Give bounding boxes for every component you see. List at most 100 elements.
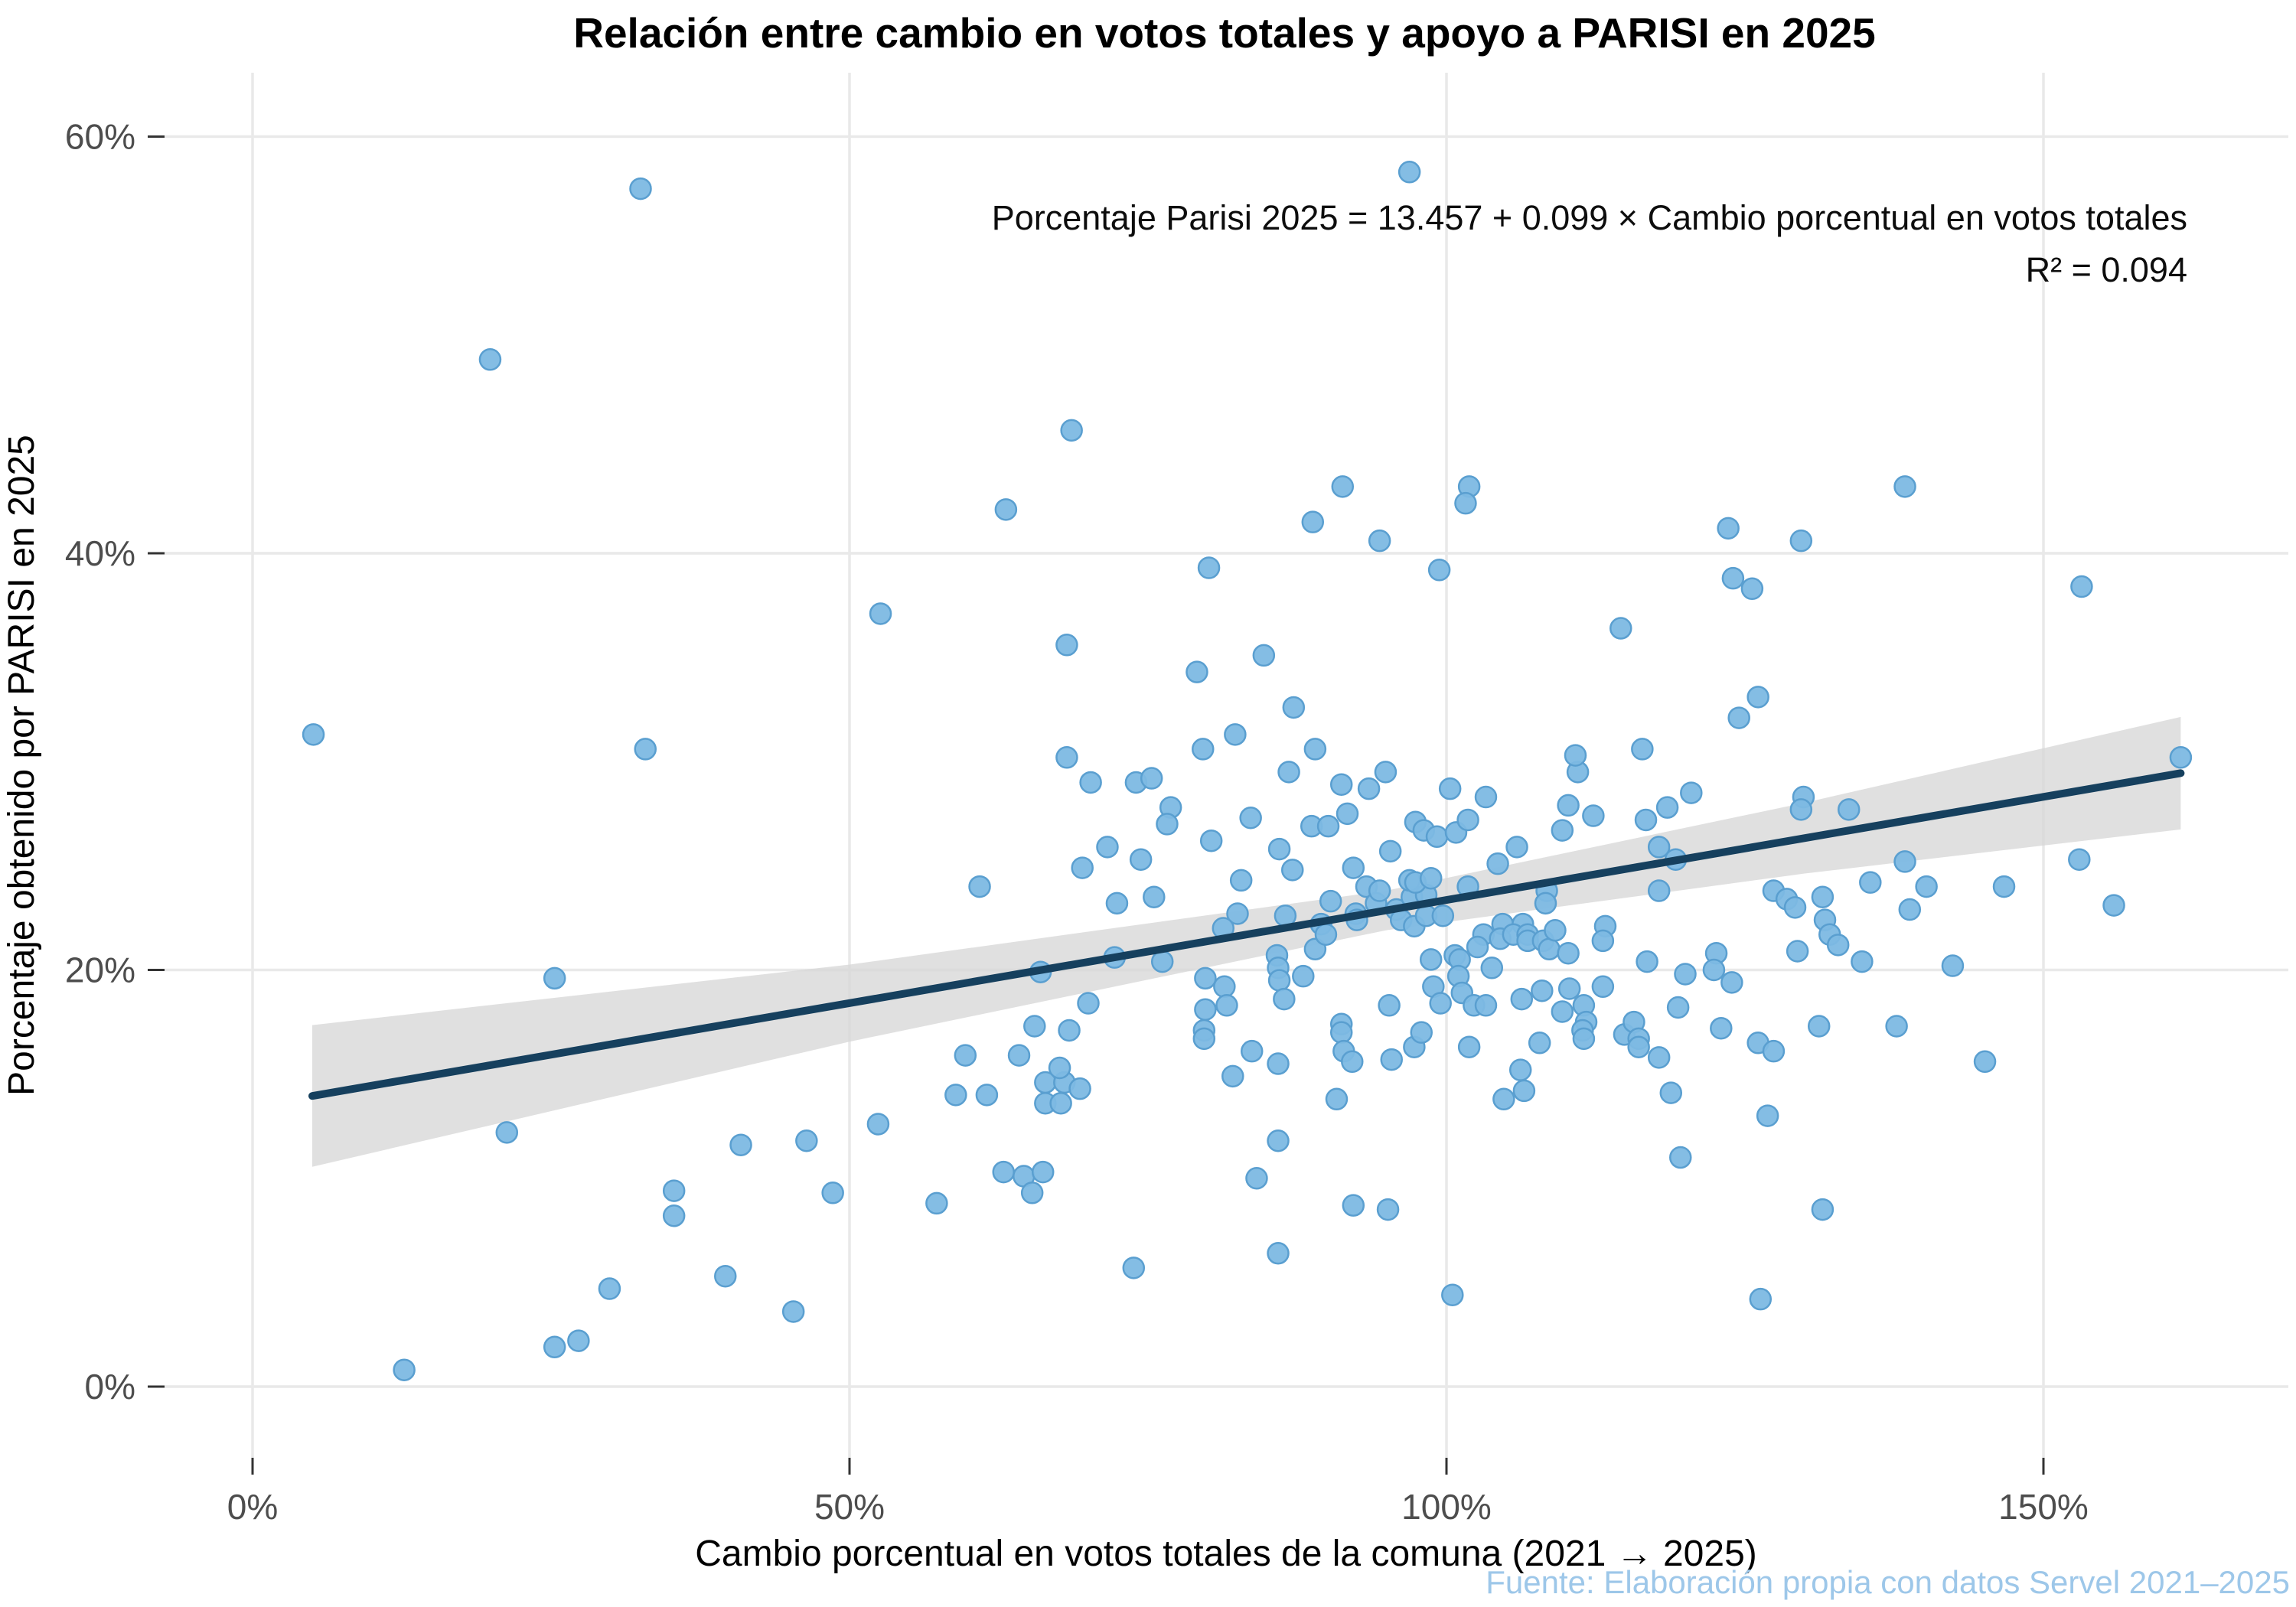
data-point [1811,1198,1835,1221]
data-point [1528,1032,1551,1054]
chart-title: Relación entre cambio en votos totales y… [573,9,1875,57]
data-point [1582,804,1605,827]
data-point [1740,577,1764,601]
data-point [1273,987,1296,1011]
data-point [992,1160,1015,1184]
data-point [1441,1283,1464,1306]
data-point [1807,1015,1831,1038]
data-point [1049,1091,1072,1115]
data-point [2169,746,2193,769]
data-point [1197,556,1221,579]
data-point [1314,923,1338,946]
data-point [1826,934,1850,957]
data-point [925,1191,948,1215]
data-point [1727,706,1750,729]
data-point [1429,992,1452,1015]
data-point [1023,1015,1046,1038]
scatter-points [302,161,2193,1381]
data-point [1466,935,1489,959]
data-point [1325,1087,1349,1111]
data-point [1505,836,1528,859]
data-point [1341,1050,1364,1074]
data-point [994,498,1018,521]
data-point [634,738,657,761]
data-point [1474,785,1498,809]
data-point [1915,875,1938,898]
data-point [1419,948,1443,971]
data-point [1055,634,1078,657]
data-point [1150,950,1174,973]
data-point [1647,1046,1671,1069]
data-point [1941,954,1965,977]
data-point [1048,1056,1071,1080]
data-point [1669,1146,1692,1169]
data-point [968,875,991,898]
data-point [1456,808,1479,832]
data-point [1245,1167,1268,1190]
data-point [1140,767,1163,790]
data-point [1746,686,1769,709]
data-point [781,1300,805,1323]
data-point [1055,746,1078,769]
data-point [1213,975,1236,999]
data-point [1378,839,1402,863]
x-tick-label: 0% [227,1487,278,1527]
data-point [1378,994,1401,1017]
data-point [1680,781,1703,804]
data-point [1129,848,1153,871]
data-point [543,966,566,990]
data-point [1058,1019,1081,1042]
data-point [1634,808,1658,832]
data-point [478,348,502,371]
data-point [1122,1257,1146,1279]
data-point [1239,807,1262,830]
data-point [1331,475,1355,498]
data-point [714,1264,737,1288]
tick-labels: 0% 50% 100% 150% 0% 20% 40% 60% [65,117,2089,1527]
data-point [1666,996,1690,1019]
data-point [1267,837,1291,861]
data-point [1342,856,1365,879]
data-point [1007,1044,1031,1067]
data-point [1591,929,1615,953]
data-point [1397,161,1421,184]
data-point [1609,617,1632,640]
data-point [1591,975,1615,999]
data-point [1512,1079,1536,1103]
regression-line-segment [308,769,2185,1100]
data-point [1859,871,1882,894]
data-point [1720,971,1743,994]
data-point [2068,848,2091,871]
data-point [1342,1194,1365,1217]
x-tick-label: 100% [1401,1487,1492,1527]
data-point [1572,1027,1596,1051]
data-point [1329,1021,1353,1044]
data-point [1221,1064,1244,1088]
data-point [1557,941,1580,965]
data-point [1020,1182,1044,1204]
data-point [1885,1015,1908,1038]
data-point [629,177,652,200]
data-point [975,1084,999,1107]
data-point [495,1121,519,1144]
data-point [1192,738,1215,761]
data-point [1811,885,1835,908]
data-point [1229,869,1253,892]
data-point [1316,814,1340,838]
data-point [1534,892,1557,915]
data-point [866,1113,890,1136]
data-point [1710,1016,1733,1040]
data-point [1457,1035,1481,1058]
data-point [1762,1039,1786,1063]
x-tick-label: 50% [814,1487,885,1527]
data-point [1425,825,1449,849]
data-point [1717,517,1740,540]
data-point [1702,958,1726,982]
data-point [1192,1027,1216,1051]
data-point [1627,1035,1650,1058]
data-point [1454,491,1477,515]
data-point [567,1329,590,1352]
data-point [1281,859,1304,882]
regression-equation: Porcentaje Parisi 2025 = 13.457 + 0.099 … [992,198,2187,237]
